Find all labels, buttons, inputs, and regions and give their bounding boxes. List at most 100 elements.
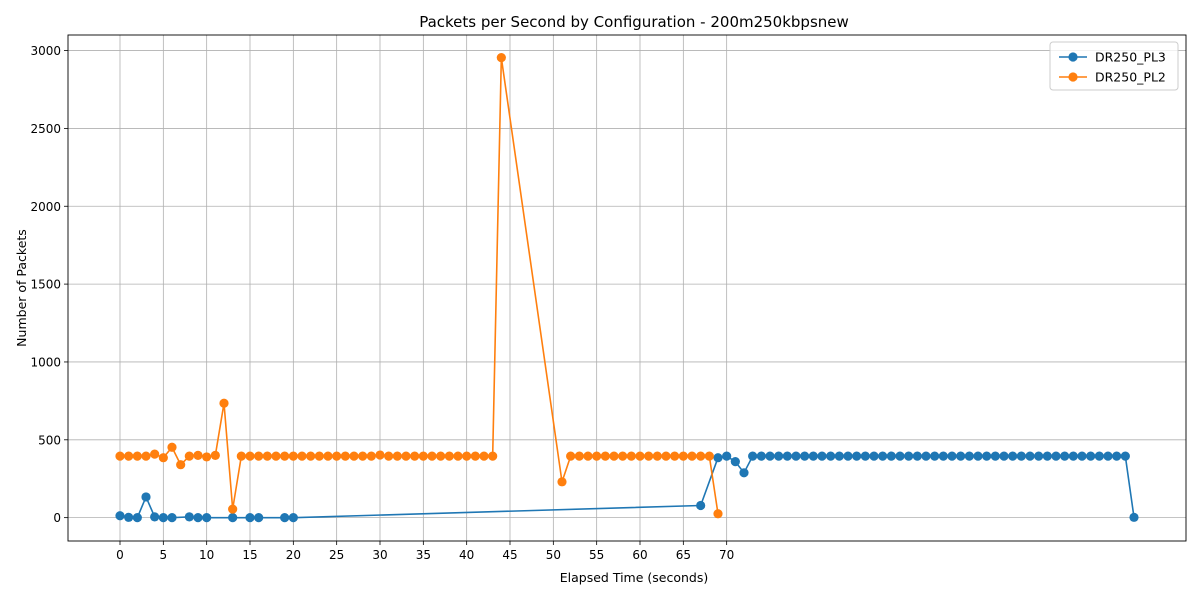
data-point xyxy=(826,451,836,461)
legend: DR250_PL3 DR250_PL2 xyxy=(1049,41,1179,91)
data-point xyxy=(1025,451,1035,461)
plot-frame xyxy=(67,34,1187,542)
data-point xyxy=(193,450,203,460)
data-point xyxy=(306,451,316,461)
data-point xyxy=(150,512,160,522)
data-point xyxy=(964,451,974,461)
x-tick-label: 60 xyxy=(632,548,647,562)
y-tick-label: 1000 xyxy=(30,355,61,369)
data-point xyxy=(158,453,168,463)
data-point xyxy=(886,451,896,461)
data-point xyxy=(774,451,784,461)
data-point xyxy=(696,500,706,511)
data-point xyxy=(583,451,593,461)
data-point xyxy=(462,451,472,461)
legend-label: DR250_PL3 xyxy=(1095,50,1166,65)
data-point xyxy=(1094,451,1104,461)
x-tick-label: 25 xyxy=(329,548,344,562)
data-point xyxy=(860,451,870,461)
data-point xyxy=(1060,451,1070,461)
legend-marker xyxy=(1068,72,1078,82)
data-point xyxy=(332,451,342,461)
data-point xyxy=(124,451,134,461)
data-point xyxy=(713,453,723,463)
data-point xyxy=(800,451,810,461)
data-point xyxy=(713,509,723,519)
data-point xyxy=(245,451,255,461)
data-point xyxy=(288,451,298,461)
data-point xyxy=(323,451,333,461)
data-point xyxy=(340,451,350,461)
data-point xyxy=(262,451,272,461)
data-point xyxy=(618,451,628,461)
data-point xyxy=(384,451,394,461)
data-point xyxy=(626,451,636,461)
data-point xyxy=(479,451,489,461)
x-tick-label: 30 xyxy=(372,548,387,562)
data-point xyxy=(202,513,212,523)
data-point xyxy=(210,450,220,460)
data-point xyxy=(453,451,463,461)
data-point xyxy=(167,513,177,523)
data-point xyxy=(843,451,853,461)
data-point xyxy=(150,449,160,459)
data-point xyxy=(878,451,888,461)
data-point xyxy=(219,398,229,408)
chart-title: Packets per Second by Configuration - 20… xyxy=(419,13,849,31)
data-point xyxy=(1103,451,1113,461)
data-point xyxy=(280,513,290,523)
data-point xyxy=(366,451,376,461)
data-point xyxy=(1068,451,1078,461)
data-point xyxy=(141,451,151,461)
data-point xyxy=(496,52,506,63)
data-point xyxy=(1112,451,1122,461)
data-point xyxy=(184,451,194,461)
data-point xyxy=(1016,451,1026,461)
x-tick-label: 20 xyxy=(286,548,301,562)
data-point xyxy=(470,451,480,461)
data-point xyxy=(895,451,905,461)
data-point xyxy=(574,451,584,461)
series-DR250_PL3 xyxy=(115,451,1139,523)
data-point xyxy=(349,451,359,461)
data-point xyxy=(1042,451,1052,461)
data-point xyxy=(254,451,264,461)
data-point xyxy=(782,451,792,461)
data-point xyxy=(358,451,368,461)
data-point xyxy=(687,451,697,461)
grid xyxy=(68,35,1186,541)
data-point xyxy=(852,451,862,461)
data-point xyxy=(158,513,168,523)
data-point xyxy=(817,451,827,461)
data-point xyxy=(938,451,948,461)
data-point xyxy=(167,442,177,452)
data-point xyxy=(834,451,844,461)
data-point xyxy=(930,451,940,461)
data-point xyxy=(444,451,454,461)
x-tick-label: 70 xyxy=(719,548,734,562)
x-tick-label: 5 xyxy=(160,548,168,562)
x-axis-label: Elapsed Time (seconds) xyxy=(560,570,709,585)
data-point xyxy=(566,451,576,461)
series-layer xyxy=(115,52,1139,523)
data-point xyxy=(678,451,688,461)
data-point xyxy=(297,451,307,461)
data-point xyxy=(254,513,264,523)
data-point xyxy=(1051,451,1061,461)
x-tick-label: 65 xyxy=(676,548,691,562)
data-point xyxy=(1077,451,1087,461)
data-point xyxy=(392,451,402,461)
data-point xyxy=(748,451,758,461)
data-point xyxy=(132,513,142,523)
data-point xyxy=(912,451,922,461)
data-point xyxy=(401,451,411,461)
data-point xyxy=(202,452,212,462)
data-point xyxy=(236,451,246,461)
data-point xyxy=(124,512,134,522)
series-line xyxy=(119,455,1135,519)
data-point xyxy=(193,513,203,523)
data-point xyxy=(436,451,446,461)
data-point xyxy=(904,451,914,461)
data-point xyxy=(410,451,420,461)
